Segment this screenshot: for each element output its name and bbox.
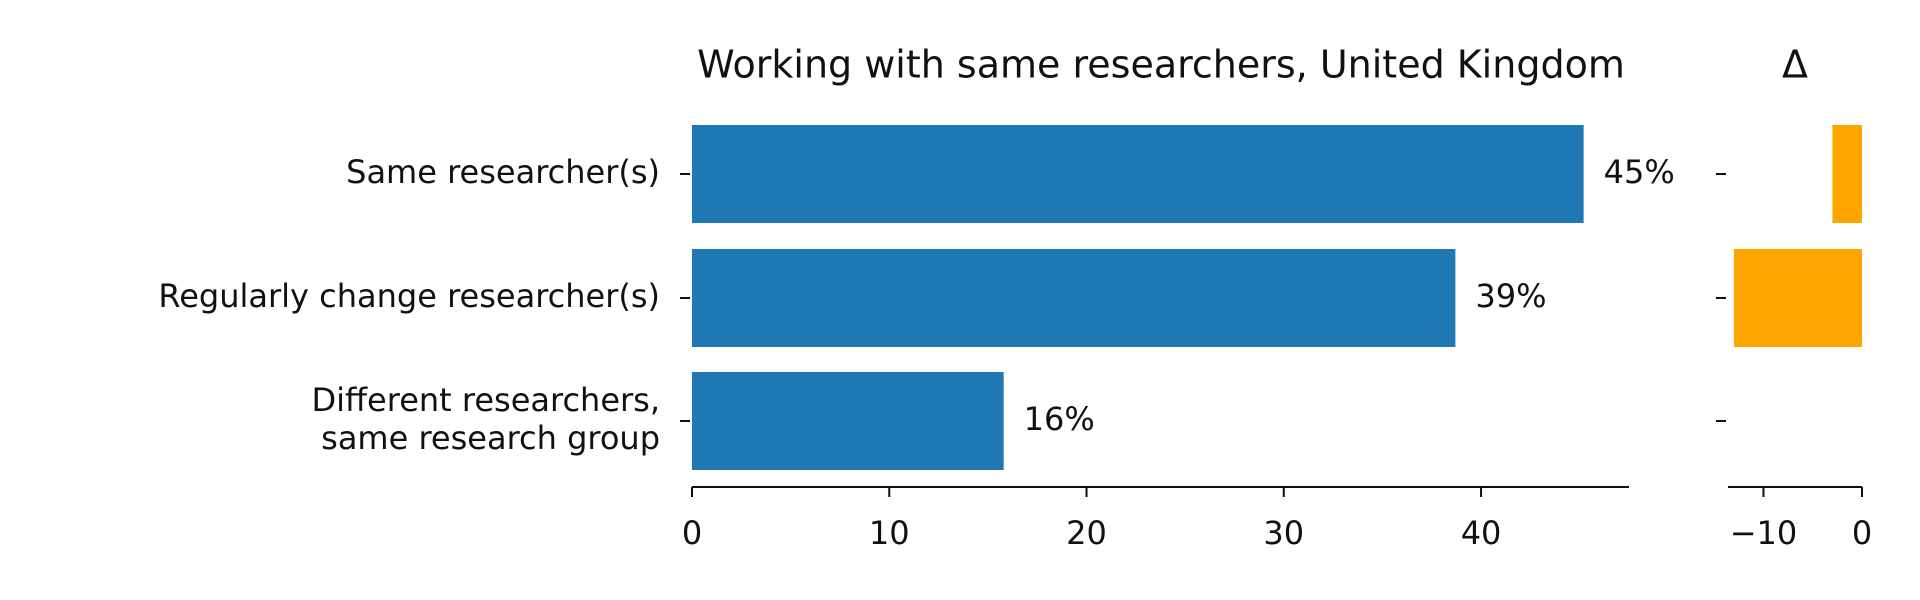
value-label: 39% xyxy=(1475,277,1546,315)
x-tick-label: 10 xyxy=(869,514,910,552)
chart-title: Working with same researchers, United Ki… xyxy=(697,43,1625,87)
delta-title: Δ xyxy=(1782,43,1808,87)
bar xyxy=(692,372,1004,470)
x-tick-label: 0 xyxy=(682,514,702,552)
x-tick-label: 20 xyxy=(1066,514,1107,552)
x-tick-label: −10 xyxy=(1730,514,1798,552)
bar xyxy=(692,125,1584,223)
bar xyxy=(692,249,1456,347)
y-tick-label: Different researchers, same research grou… xyxy=(311,381,660,457)
y-tick-label: Same researcher(s) xyxy=(346,153,660,191)
x-tick-label: 40 xyxy=(1461,514,1502,552)
y-tick-label: Regularly change researcher(s) xyxy=(158,277,660,315)
bar xyxy=(1733,249,1862,347)
value-label: 16% xyxy=(1024,400,1095,438)
value-label: 45% xyxy=(1604,153,1675,191)
x-tick-label: 0 xyxy=(1852,514,1872,552)
bar xyxy=(1832,125,1862,223)
x-tick-label: 30 xyxy=(1263,514,1304,552)
